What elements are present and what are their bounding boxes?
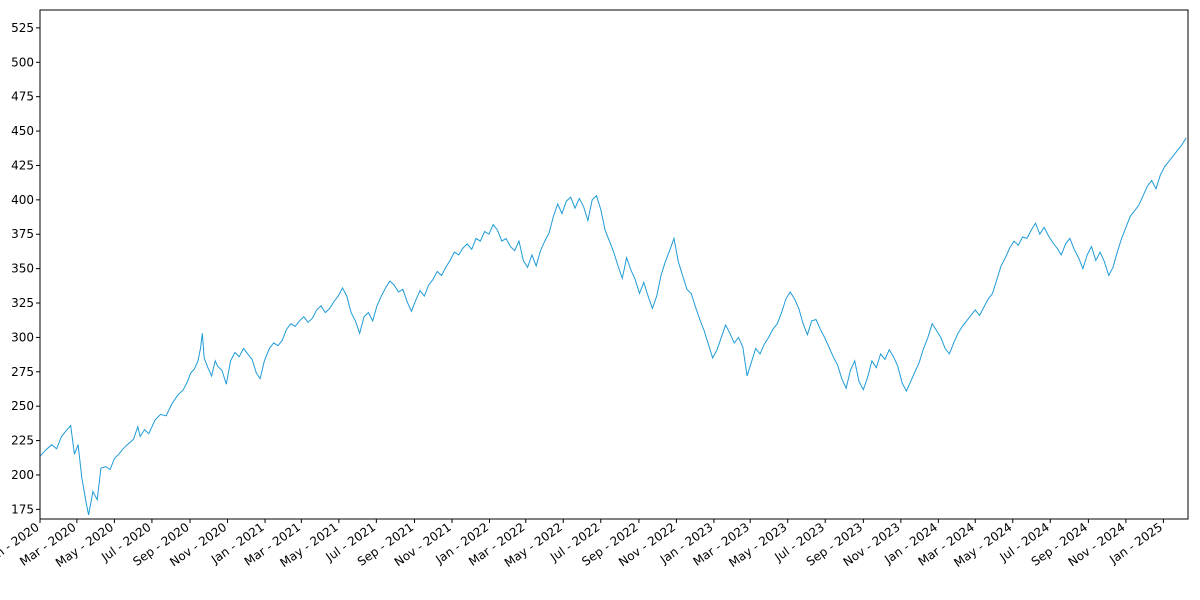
series-line: [40, 137, 1187, 515]
y-tick-label: 400: [11, 193, 34, 207]
plot-frame: [39, 9, 1189, 520]
y-tick-label: 425: [11, 158, 34, 172]
y-tick-label: 300: [11, 330, 34, 344]
y-axis: 175 200 225 250 275 300 325 350 375 400 425 450 475 5…: [11, 21, 40, 516]
y-tick-label: 375: [11, 227, 34, 241]
y-tick-label: 250: [11, 399, 34, 413]
y-tick-label: 200: [11, 468, 34, 482]
plot-border: [39, 9, 1189, 520]
series-layer: [40, 137, 1187, 515]
y-tick-label: 525: [11, 21, 34, 35]
y-tick-label: 275: [11, 365, 34, 379]
y-tick-label: 450: [11, 124, 34, 138]
y-tick-label: 475: [11, 90, 34, 104]
y-tick-label: 175: [11, 502, 34, 516]
y-tick-label: 350: [11, 262, 34, 276]
y-tick-label: 225: [11, 434, 34, 448]
y-tick-label: 325: [11, 296, 34, 310]
y-tick-label: 500: [11, 55, 34, 69]
